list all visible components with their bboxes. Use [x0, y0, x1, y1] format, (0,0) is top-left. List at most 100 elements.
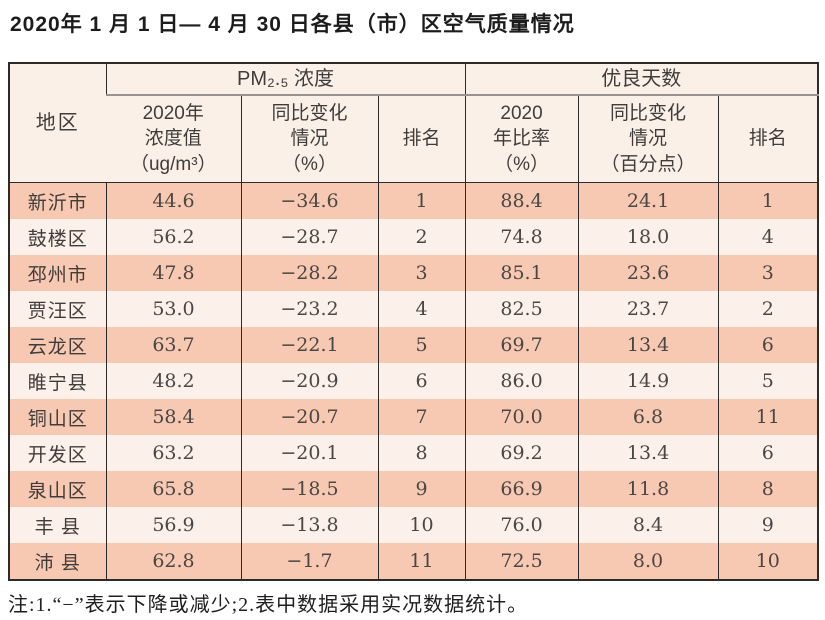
- cell-region: 鼓楼区: [27, 228, 88, 250]
- column-header-pm-rank: 排名: [377, 95, 466, 183]
- cell-pm-rank: 1: [377, 182, 466, 219]
- cell-region: 沛 县: [34, 552, 81, 574]
- cell-pm-rank: 7: [377, 399, 466, 435]
- cell-days-change: 24.1: [577, 182, 719, 219]
- cell-days-rank: 4: [717, 219, 819, 255]
- cell-region: 新沂市: [27, 192, 88, 214]
- cell-days-change: 13.4: [577, 327, 719, 363]
- cell-days-rate: 74.8: [464, 219, 579, 255]
- cell-days-rate: 69.2: [464, 435, 579, 471]
- cell-days-change: 11.8: [577, 471, 719, 507]
- cell-pm-change: −20.9: [240, 363, 378, 399]
- column-header-days-rate: 2020 年比率 （%）: [464, 95, 579, 183]
- cell-pm-value: 63.2: [105, 435, 241, 471]
- cell-days-rate: 82.5: [464, 291, 579, 327]
- cell-days-rank: 2: [717, 291, 819, 327]
- cell-pm-rank: 10: [377, 507, 466, 543]
- column-group-pm25: PM₂.₅ 浓度: [105, 63, 466, 96]
- cell-days-rank: 3: [717, 255, 819, 291]
- cell-days-change: 8.4: [577, 507, 719, 543]
- cell-pm-change: −18.5: [240, 471, 378, 507]
- column-group-good-days: 优良天数: [464, 63, 819, 96]
- cell-days-rate: 66.9: [464, 471, 579, 507]
- cell-days-rank: 10: [717, 543, 819, 580]
- cell-days-rank: 1: [717, 182, 819, 219]
- cell-days-rate: 85.1: [464, 255, 579, 291]
- table-row: 鼓楼区 56.2 −28.7 2 74.8 18.0 4: [9, 219, 819, 255]
- cell-region: 贾汪区: [27, 300, 88, 322]
- cell-days-change: 6.8: [577, 399, 719, 435]
- column-header-region: 地区: [9, 63, 106, 183]
- cell-pm-value: 48.2: [105, 363, 241, 399]
- cell-region: 丰 县: [34, 516, 81, 538]
- cell-days-change: 23.6: [577, 255, 719, 291]
- cell-region: 泉山区: [27, 480, 88, 502]
- table-row: 新沂市 44.6 −34.6 1 88.4 24.1 1: [9, 182, 819, 219]
- table-row: 邳州市 47.8 −28.2 3 85.1 23.6 3: [9, 255, 819, 291]
- column-header-pm-change: 同比变化 情况 （%）: [240, 95, 378, 183]
- cell-pm-value: 47.8: [105, 255, 241, 291]
- cell-days-rate: 69.7: [464, 327, 579, 363]
- cell-pm-change: −34.6: [240, 182, 378, 219]
- cell-pm-rank: 11: [377, 543, 466, 580]
- header-sub-row: 2020年 浓度值 （ug/m³） 同比变化 情况 （%） 排名 2020 年比…: [9, 95, 819, 183]
- table-row: 睢宁县 48.2 −20.9 6 86.0 14.9 5: [9, 363, 819, 399]
- cell-pm-change: −20.7: [240, 399, 378, 435]
- cell-pm-rank: 2: [377, 219, 466, 255]
- cell-pm-value: 53.0: [105, 291, 241, 327]
- cell-days-change: 13.4: [577, 435, 719, 471]
- table-row: 开发区 63.2 −20.1 8 69.2 13.4 6: [9, 435, 819, 471]
- cell-pm-rank: 4: [377, 291, 466, 327]
- header-group-row: 地区 PM₂.₅ 浓度 优良天数: [9, 63, 819, 183]
- table-row: 贾汪区 53.0 −23.2 4 82.5 23.7 2: [9, 291, 819, 327]
- cell-days-change: 14.9: [577, 363, 719, 399]
- table-row: 丰 县 56.9 −13.8 10 76.0 8.4 9: [9, 507, 819, 543]
- cell-pm-rank: 3: [377, 255, 466, 291]
- cell-pm-value: 56.9: [105, 507, 241, 543]
- cell-pm-change: −28.2: [240, 255, 378, 291]
- cell-days-rank: 9: [717, 507, 819, 543]
- cell-pm-change: −20.1: [240, 435, 378, 471]
- table-header: 地区 PM₂.₅ 浓度 优良天数 2020年 浓度值 （ug/m³） 同比变化 …: [9, 63, 819, 183]
- cell-days-rate: 76.0: [464, 507, 579, 543]
- air-quality-table: 地区 PM₂.₅ 浓度 优良天数 2020年 浓度值 （ug/m³） 同比变化 …: [8, 62, 820, 581]
- cell-days-rate: 70.0: [464, 399, 579, 435]
- cell-region: 云龙区: [27, 336, 88, 358]
- cell-days-rate: 88.4: [464, 182, 579, 219]
- cell-pm-value: 63.7: [105, 327, 241, 363]
- cell-pm-change: −23.2: [240, 291, 378, 327]
- table-row: 铜山区 58.4 −20.7 7 70.0 6.8 11: [9, 399, 819, 435]
- cell-pm-rank: 6: [377, 363, 466, 399]
- cell-pm-value: 56.2: [105, 219, 241, 255]
- table-row: 沛 县 62.8 −1.7 11 72.5 8.0 10: [9, 543, 819, 580]
- cell-days-change: 18.0: [577, 219, 719, 255]
- cell-days-rank: 5: [717, 363, 819, 399]
- table-body: 新沂市 44.6 −34.6 1 88.4 24.1 1 鼓楼区 56.2 −28.7 2 74.8 1…: [9, 182, 819, 580]
- cell-days-rank: 8: [717, 471, 819, 507]
- cell-pm-rank: 5: [377, 327, 466, 363]
- cell-pm-rank: 9: [377, 471, 466, 507]
- cell-days-change: 8.0: [577, 543, 719, 580]
- column-header-days-change: 同比变化 情况 （百分点）: [577, 95, 719, 183]
- cell-pm-value: 65.8: [105, 471, 241, 507]
- cell-region: 开发区: [27, 444, 88, 466]
- cell-pm-value: 58.4: [105, 399, 241, 435]
- cell-days-rank: 11: [717, 399, 819, 435]
- column-header-pm-value: 2020年 浓度值 （ug/m³）: [106, 95, 241, 183]
- column-header-days-rank: 排名: [717, 95, 819, 183]
- cell-days-rate: 86.0: [464, 363, 579, 399]
- cell-pm-value: 44.6: [105, 182, 241, 219]
- cell-region: 睢宁县: [27, 372, 88, 394]
- cell-days-rate: 72.5: [464, 543, 579, 580]
- page-title: 2020年 1 月 1 日— 4 月 30 日各县（市）区空气质量情况: [10, 13, 575, 36]
- table-row: 云龙区 63.7 −22.1 5 69.7 13.4 6: [9, 327, 819, 363]
- table-row: 泉山区 65.8 −18.5 9 66.9 11.8 8: [9, 471, 819, 507]
- table-footnote: 注:1.“−”表示下降或减少;2.表中数据采用实况数据统计。: [8, 594, 529, 616]
- cell-region: 邳州市: [27, 264, 88, 286]
- cell-pm-change: −22.1: [240, 327, 378, 363]
- cell-region: 铜山区: [27, 408, 88, 430]
- cell-days-rank: 6: [717, 435, 819, 471]
- cell-pm-change: −13.8: [240, 507, 378, 543]
- cell-days-change: 23.7: [577, 291, 719, 327]
